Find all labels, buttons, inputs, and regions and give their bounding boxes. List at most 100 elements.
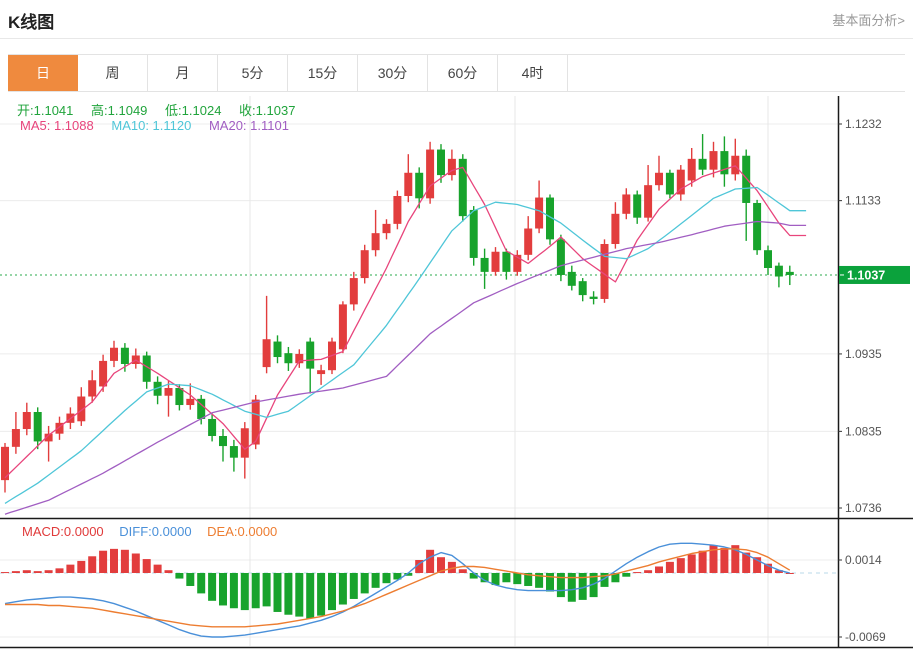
candle[interactable] <box>589 291 598 305</box>
candle[interactable] <box>77 387 86 426</box>
candle[interactable] <box>491 247 500 276</box>
candle[interactable] <box>44 425 53 462</box>
tab-month[interactable]: 月 <box>148 55 218 91</box>
candle[interactable] <box>622 188 631 220</box>
candle[interactable] <box>785 265 794 286</box>
candle[interactable] <box>415 167 424 209</box>
candle[interactable] <box>687 147 696 187</box>
candle[interactable] <box>458 154 467 222</box>
tab-60min[interactable]: 60分 <box>428 55 498 91</box>
candle[interactable] <box>306 337 315 394</box>
candle[interactable] <box>153 376 162 405</box>
candle[interactable] <box>567 265 576 291</box>
candle[interactable] <box>88 370 97 403</box>
candle[interactable] <box>611 202 620 249</box>
candle[interactable] <box>186 383 195 410</box>
candle[interactable] <box>426 141 435 204</box>
candle[interactable] <box>698 134 707 176</box>
candle[interactable] <box>665 169 674 199</box>
macd-bar <box>589 572 598 598</box>
candle[interactable] <box>349 271 358 311</box>
candle[interactable] <box>469 206 478 266</box>
candle[interactable] <box>720 136 729 187</box>
candle[interactable] <box>240 422 249 479</box>
candle[interactable] <box>99 354 108 392</box>
candle[interactable] <box>764 245 772 275</box>
candle-body <box>567 271 576 286</box>
candle[interactable] <box>142 351 151 389</box>
candle-body <box>295 353 304 364</box>
candle[interactable] <box>55 416 64 440</box>
candle[interactable] <box>644 165 653 222</box>
tab-15min[interactable]: 15分 <box>288 55 358 91</box>
page-title: K线图 <box>8 13 55 32</box>
candle[interactable] <box>33 407 42 450</box>
candle[interactable] <box>164 381 173 417</box>
candle[interactable] <box>709 141 718 178</box>
candle[interactable] <box>774 262 783 288</box>
macd-bar <box>120 549 129 573</box>
candle[interactable] <box>317 364 326 385</box>
tab-day[interactable]: 日 <box>8 55 78 91</box>
macd-bar <box>229 572 238 609</box>
candle[interactable] <box>262 295 271 374</box>
candle[interactable] <box>535 180 544 234</box>
candle[interactable] <box>273 335 282 364</box>
candle-body <box>360 250 369 279</box>
candle[interactable] <box>437 144 445 183</box>
candle[interactable] <box>600 239 609 303</box>
candle[interactable] <box>371 209 380 257</box>
macd-bar <box>251 572 260 609</box>
candle[interactable] <box>284 346 293 371</box>
candle[interactable] <box>731 138 740 181</box>
candle[interactable] <box>556 234 565 282</box>
candle[interactable] <box>393 190 402 230</box>
candle[interactable] <box>633 190 642 224</box>
fundamental-analysis-link[interactable]: 基本面分析> <box>832 13 905 28</box>
candle[interactable] <box>447 149 456 181</box>
candle[interactable] <box>208 413 217 442</box>
candle[interactable] <box>1 442 9 493</box>
candle[interactable] <box>360 244 369 284</box>
macd-bar <box>197 572 206 594</box>
candle[interactable] <box>110 340 118 368</box>
candle[interactable] <box>502 248 511 280</box>
candle-body <box>644 185 653 218</box>
macd-bar <box>426 549 435 573</box>
candle[interactable] <box>175 384 184 411</box>
period-tabbar: 日周月 5分 15分 30分 60分 4时 <box>8 54 905 92</box>
tab-30min[interactable]: 30分 <box>358 55 428 91</box>
candle[interactable] <box>404 154 413 203</box>
candle[interactable] <box>338 301 347 354</box>
candle[interactable] <box>546 194 554 245</box>
candle-body <box>546 197 554 240</box>
macd-bar <box>142 559 151 573</box>
macd-bar <box>371 572 380 588</box>
candle[interactable] <box>295 349 304 368</box>
candle[interactable] <box>524 216 533 261</box>
candle[interactable] <box>11 411 20 454</box>
tab-5min[interactable]: 5分 <box>218 55 288 91</box>
candle[interactable] <box>382 219 391 240</box>
candle[interactable] <box>131 348 140 369</box>
candle[interactable] <box>578 278 587 302</box>
candle-body <box>447 158 456 176</box>
candle[interactable] <box>219 429 227 462</box>
candle[interactable] <box>229 439 238 472</box>
candle[interactable] <box>753 199 762 255</box>
macd-bar <box>349 572 358 599</box>
candle[interactable] <box>197 394 206 425</box>
candle-body <box>426 149 435 199</box>
candle[interactable] <box>513 250 522 276</box>
macd-bar <box>502 572 511 583</box>
candle[interactable] <box>22 402 31 436</box>
candle[interactable] <box>742 149 751 241</box>
macd-bar <box>611 572 620 583</box>
tab-4hour[interactable]: 4时 <box>498 55 568 91</box>
candle[interactable] <box>480 248 489 289</box>
macd-bar <box>655 566 663 573</box>
candle[interactable] <box>655 155 663 191</box>
candle[interactable] <box>676 165 685 201</box>
tab-week[interactable]: 周 <box>78 55 148 91</box>
